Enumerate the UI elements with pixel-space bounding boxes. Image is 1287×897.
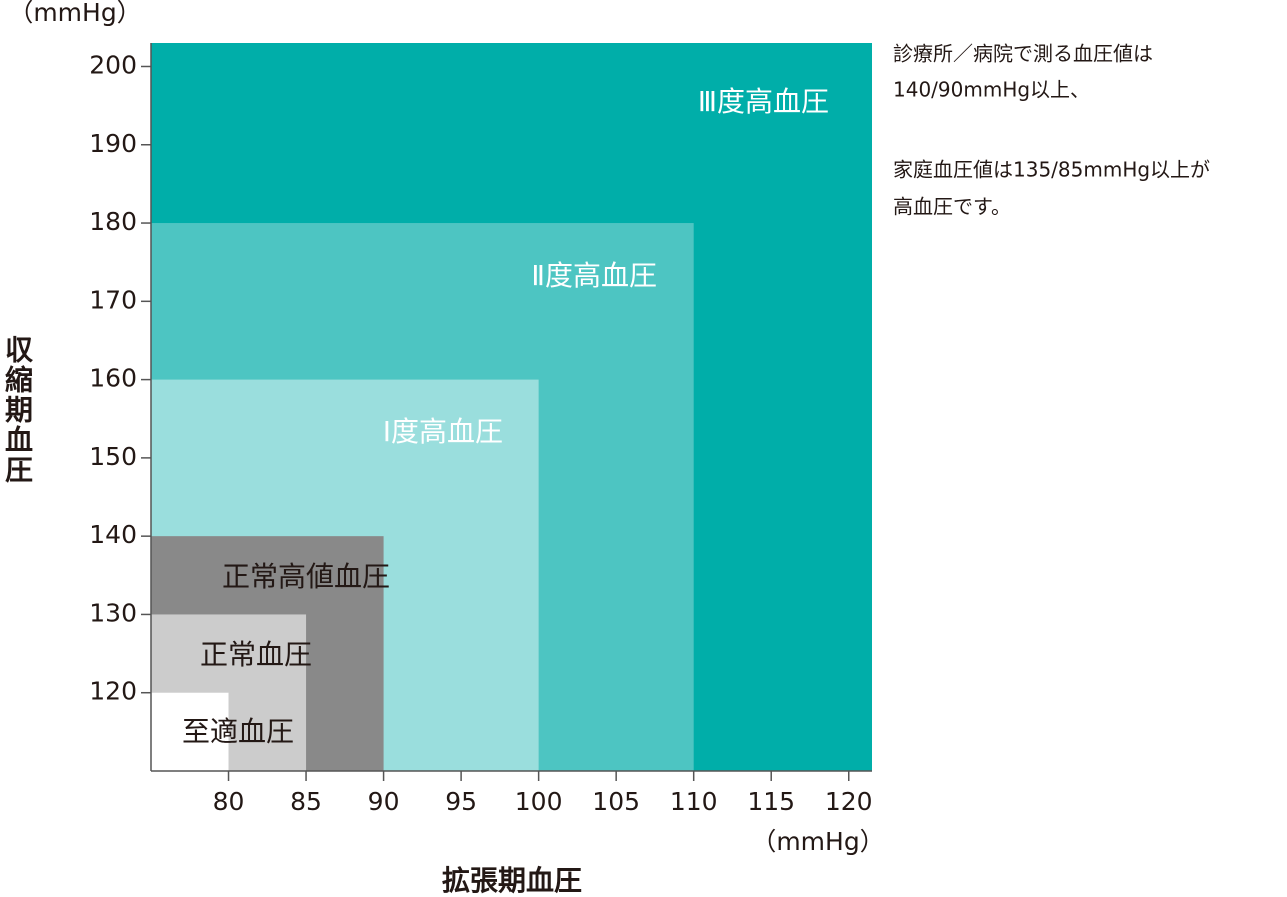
y-tick-label: 160 [89,364,137,393]
x-tick-label: 95 [445,787,477,816]
y-tick-label: 200 [89,50,137,79]
x-tick-label: 110 [670,787,718,816]
annotation: 140/90mmHg以上、 [893,78,1090,102]
x-unit: （mmHg） [751,827,884,856]
x-tick-label: 105 [592,787,640,816]
x-tick-label: 100 [515,787,563,816]
x-tick-label: 90 [368,787,400,816]
y-tick-label: 140 [89,520,137,549]
y-unit: （mmHg） [8,0,141,27]
annotation: 診療所／病院で測る血圧値は [893,42,1153,66]
y-tick-label: 170 [89,285,137,314]
x-axis-title: 拡張期血圧 [442,864,582,897]
region-label: 正常血圧 [200,638,312,671]
regions [151,43,872,771]
region-label: Ⅱ度高血圧 [531,259,657,292]
x-tick-label: 120 [825,787,873,816]
y-tick-label: 120 [89,677,137,706]
x-tick-label: 85 [290,787,322,816]
region-label: Ⅰ度高血圧 [383,415,503,448]
x-tick-label: 80 [213,787,245,816]
x-tick-label: 115 [747,787,795,816]
region [151,692,229,771]
y-tick-label: 180 [89,207,137,236]
region-label: Ⅲ度高血圧 [698,85,829,118]
y-axis-title: 収縮期血圧 [1,335,34,485]
annotation: 家庭血圧値は135/85mmHg以上が [893,158,1210,182]
y-tick-label: 130 [89,598,137,627]
region-label: 至適血圧 [182,715,294,748]
y-tick-label: 190 [89,129,137,158]
annotation: 高血圧です。 [893,195,1011,219]
region-label: 正常高値血圧 [222,560,390,593]
y-tick-label: 150 [89,442,137,471]
